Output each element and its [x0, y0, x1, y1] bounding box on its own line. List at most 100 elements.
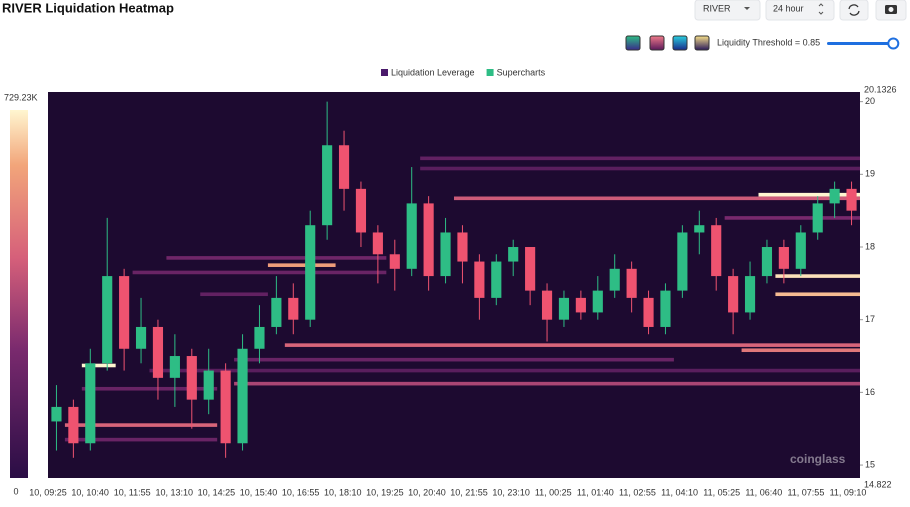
x-tick-label: 10, 16:55 [282, 487, 320, 497]
candle-body [305, 225, 316, 320]
candle-body [440, 232, 451, 277]
liquidation-level [234, 357, 674, 362]
liquidation-level [166, 256, 387, 260]
candle-body [119, 276, 130, 349]
liquidation-level [200, 292, 268, 297]
candle-body [271, 297, 282, 327]
legend-label: Supercharts [497, 67, 546, 77]
candle-body [457, 232, 468, 262]
range[interactable]: 24 hour [773, 3, 804, 13]
candle-body [135, 326, 147, 349]
x-tick-label: 10, 15:40 [240, 487, 278, 497]
x-tick-label: 11, 06:40 [745, 487, 782, 497]
candle-body [643, 297, 654, 327]
select-box[interactable] [694, 0, 761, 21]
colorbar [10, 110, 28, 478]
x-tick-label: 11, 05:25 [703, 487, 740, 497]
x-tick-label: 11, 09:10 [830, 487, 867, 497]
liquidation-level [420, 156, 860, 161]
palette[interactable] [649, 35, 665, 51]
range-select[interactable]: 24 hour [765, 0, 835, 21]
candle-body [51, 406, 62, 422]
liquidation-level [81, 363, 116, 368]
candle-body [423, 203, 434, 277]
candle-body [711, 225, 722, 277]
camera-button[interactable] [875, 0, 907, 21]
y-tick-label: 19 [865, 169, 875, 179]
slider-track[interactable] [827, 42, 895, 45]
candle-body [592, 290, 603, 313]
symbol[interactable]: RIVER [703, 3, 731, 13]
candle-body [288, 297, 299, 320]
x-tick-label: 10, 13:10 [156, 487, 194, 497]
candle-body [846, 188, 857, 211]
colorbar-label: 729.23K [4, 92, 38, 102]
candle-body [795, 232, 806, 269]
plot-background [48, 92, 860, 478]
liquidation-level [81, 386, 218, 391]
y-tick-label: 20 [865, 96, 875, 106]
candle-body [355, 188, 367, 233]
candle-body [609, 268, 620, 291]
x-tick-label: 10, 20:40 [408, 487, 446, 497]
liquidation-level [454, 196, 860, 201]
x-tick-label: 11, 01:40 [577, 487, 614, 497]
palettes[interactable] [625, 35, 710, 51]
button[interactable] [839, 0, 869, 21]
liquidation-level [267, 263, 336, 267]
refresh-button[interactable] [839, 0, 869, 21]
icon [848, 4, 860, 16]
x-tick-label: 11, 00:25 [535, 487, 572, 497]
candle-body [68, 406, 79, 444]
palette[interactable] [694, 35, 710, 51]
palette[interactable] [672, 35, 688, 51]
x-tick-label: 11, 02:55 [619, 487, 656, 497]
candle-body [322, 145, 333, 226]
x-tick-label: 10, 11:55 [114, 487, 151, 497]
candle-body [186, 356, 197, 400]
colorbar-label: 0 [13, 486, 18, 496]
liquidation-level [64, 437, 218, 442]
y-tick-label: 17 [865, 314, 875, 324]
candle-body [338, 145, 350, 189]
candle-body [677, 232, 688, 291]
y-limit-label: 14.822 [864, 479, 892, 489]
candle-body [728, 276, 739, 313]
candle-body [575, 297, 586, 313]
candle-body [389, 254, 400, 269]
slider-knob[interactable] [887, 37, 900, 50]
candle-body [203, 370, 214, 400]
y-tick-label: 16 [865, 387, 875, 397]
liquidation-level [234, 381, 861, 386]
x-tick-label: 10, 21:55 [450, 487, 488, 497]
candle-body [660, 290, 671, 327]
candle-body [694, 225, 705, 233]
select-box[interactable] [765, 0, 835, 21]
symbol-select[interactable]: RIVER [694, 0, 761, 21]
candle-body [152, 326, 164, 378]
candle-body [102, 276, 113, 364]
candle-body [829, 188, 840, 204]
liquidation-level [741, 348, 860, 353]
x-tick-label: 10, 09:25 [29, 487, 67, 497]
caret [744, 7, 750, 10]
legend-label: Liquidation Leverage [391, 67, 475, 77]
x-tick-label: 11, 04:10 [661, 487, 698, 497]
x-tick-label: 10, 14:25 [198, 487, 236, 497]
x-tick-label: 10, 19:25 [366, 487, 404, 497]
candle-body [491, 261, 502, 298]
candle-body [508, 247, 519, 262]
palette[interactable] [625, 35, 641, 51]
liquidation-level [149, 368, 860, 373]
liquidation-level [420, 166, 860, 171]
liquidation-level [284, 343, 860, 347]
liquidation-level [132, 270, 387, 275]
threshold-label: Liquidity Threshold = 0.85 [717, 37, 820, 47]
liquidation-level [724, 216, 860, 220]
candle-body [626, 268, 637, 298]
candle-body [169, 356, 180, 378]
caret [818, 3, 824, 15]
candle-body [761, 247, 773, 277]
x-tick-label: 10, 10:40 [71, 487, 109, 497]
